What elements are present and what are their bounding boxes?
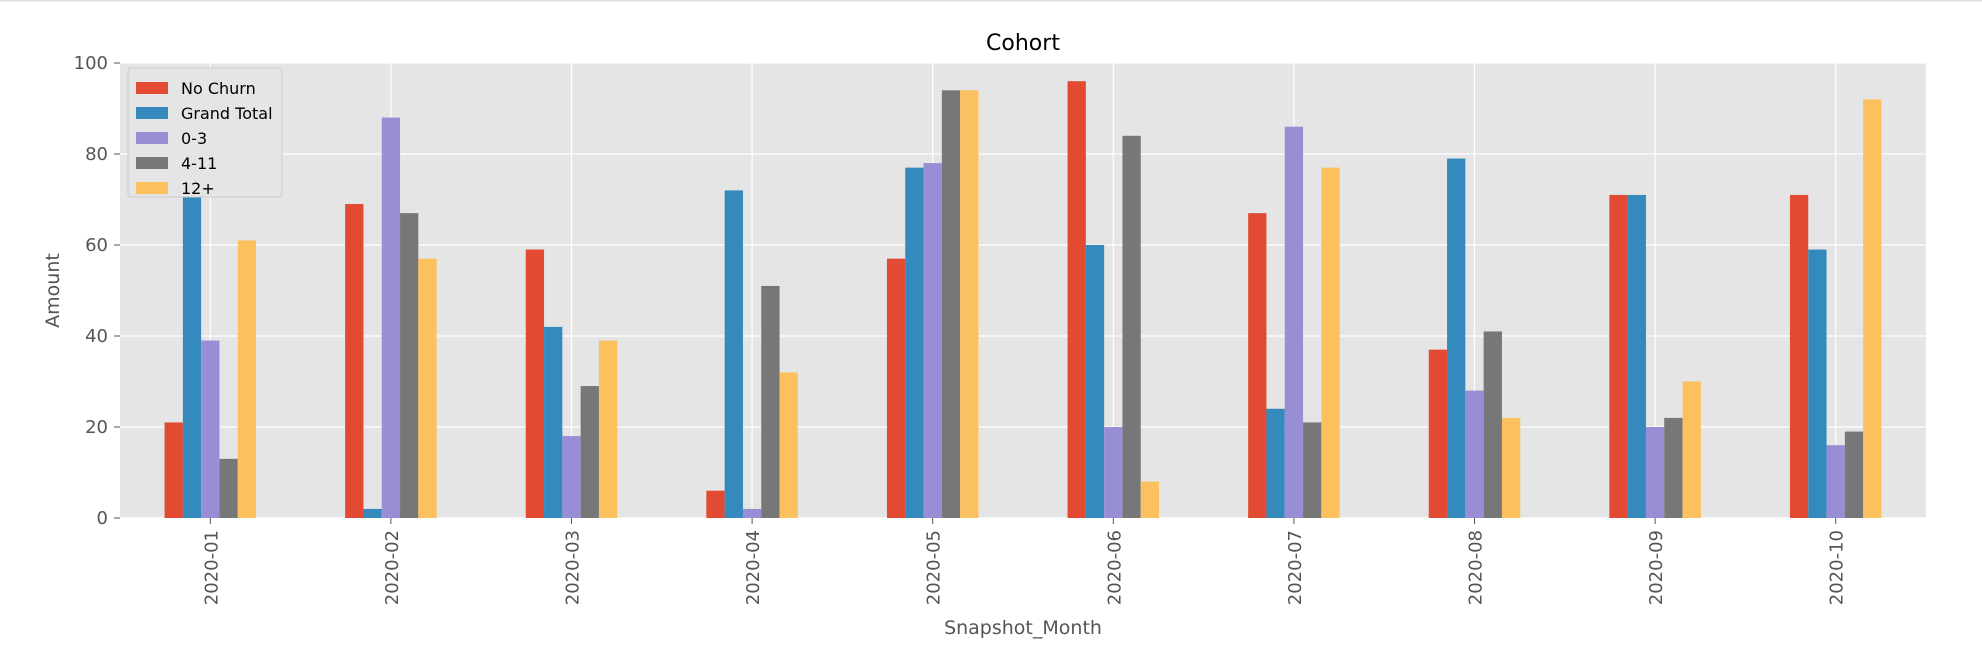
y-tick-label: 80 <box>85 144 108 165</box>
bar <box>381 117 401 518</box>
series-4-11 <box>219 90 1864 519</box>
bar <box>779 372 798 518</box>
bar <box>164 422 183 518</box>
bar <box>1789 194 1809 518</box>
bar <box>1447 158 1466 519</box>
y-tick-label: 0 <box>97 508 108 529</box>
x-tick-label: 2020-09 <box>1646 530 1667 605</box>
bar <box>1501 417 1521 518</box>
bar <box>1844 431 1864 518</box>
bar <box>1104 427 1123 518</box>
bar <box>941 90 961 519</box>
legend-item: 12+ <box>136 179 215 198</box>
bar <box>182 158 202 519</box>
y-tick-label: 60 <box>85 235 108 256</box>
legend-swatch <box>136 107 168 119</box>
bar-series-group <box>164 81 1882 519</box>
legend-swatch <box>136 157 168 169</box>
bar <box>1067 81 1086 518</box>
bar <box>1428 349 1448 518</box>
series-0-3 <box>201 117 1845 518</box>
bar <box>400 213 419 518</box>
legend-item: 0-3 <box>136 129 207 148</box>
bar <box>960 90 979 519</box>
series-grand-total <box>182 158 1827 519</box>
bar <box>1609 194 1628 518</box>
bar <box>1826 445 1845 518</box>
bar <box>1627 194 1646 518</box>
bar <box>706 490 725 518</box>
series-12- <box>237 90 1882 519</box>
bar <box>1303 422 1322 518</box>
bar <box>1122 135 1141 519</box>
bar <box>1863 99 1882 519</box>
legend-item: Grand Total <box>136 104 273 123</box>
legend-label: 12+ <box>181 179 215 198</box>
bar <box>761 285 780 518</box>
legend-item: No Churn <box>136 79 256 98</box>
bar <box>219 458 238 518</box>
bar <box>1140 481 1160 518</box>
x-tick-label: 2020-06 <box>1104 530 1125 605</box>
legend-swatch <box>136 132 168 144</box>
bar <box>598 340 618 518</box>
bar <box>1808 249 1827 519</box>
bar <box>1248 213 1267 518</box>
legend: No Churn Grand Total 0-3 4-11 12+ <box>127 67 283 198</box>
bar <box>1483 331 1502 518</box>
bar <box>724 190 743 518</box>
x-tick-label: 2020-03 <box>563 530 584 605</box>
bar <box>742 508 762 518</box>
bar <box>923 163 942 518</box>
x-tick-label: 2020-05 <box>924 530 945 605</box>
bar <box>1321 167 1340 518</box>
y-axis-label: Amount <box>42 253 64 328</box>
bar <box>418 258 437 518</box>
x-tick-label: 2020-01 <box>201 530 222 605</box>
x-tick-label: 2020-07 <box>1285 530 1306 605</box>
legend-label: No Churn <box>181 79 256 98</box>
legend-item: 4-11 <box>136 154 217 173</box>
bar <box>1645 427 1665 518</box>
series-no-churn <box>164 81 1809 519</box>
axes: 0 20 40 60 80 100 2020-01 2020-02 2020-03 2020-04… <box>74 53 1848 605</box>
y-tick-label: 20 <box>85 417 108 438</box>
legend-label: 4-11 <box>181 154 217 173</box>
x-tick-label: 2020-08 <box>1466 530 1487 605</box>
y-tick-label: 100 <box>74 53 108 74</box>
bar <box>345 204 364 519</box>
bar <box>363 508 382 518</box>
bar <box>237 240 257 518</box>
bar <box>886 258 906 518</box>
bar <box>201 340 220 518</box>
legend-label: 0-3 <box>181 129 207 148</box>
legend-swatch <box>136 82 168 94</box>
x-tick-label: 2020-10 <box>1827 530 1848 605</box>
legend-label: Grand Total <box>181 104 273 123</box>
x-tick-label: 2020-02 <box>382 530 403 605</box>
bar <box>562 436 581 518</box>
y-tick-label: 40 <box>85 326 108 347</box>
x-tick-label: 2020-04 <box>743 530 764 605</box>
bar <box>1664 417 1683 518</box>
bar <box>525 249 545 519</box>
bar <box>1266 408 1285 518</box>
legend-swatch <box>136 182 168 194</box>
x-axis-label: Snapshot_Month <box>944 617 1102 639</box>
bar <box>1284 126 1304 518</box>
bar <box>1085 245 1105 518</box>
bar <box>580 386 599 518</box>
window-top-edge <box>0 0 1982 2</box>
bar <box>1682 381 1701 518</box>
bar <box>544 326 563 518</box>
bar <box>1465 390 1484 518</box>
chart-title: Cohort <box>986 31 1060 56</box>
bar <box>905 167 924 518</box>
